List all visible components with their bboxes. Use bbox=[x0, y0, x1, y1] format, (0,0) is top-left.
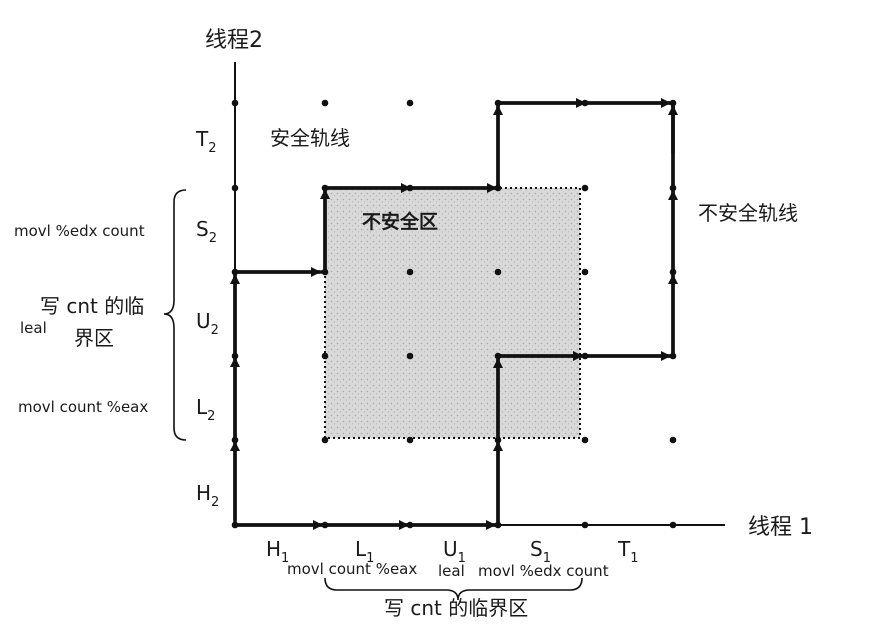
grid-point bbox=[231, 184, 239, 192]
grid-point bbox=[231, 99, 239, 107]
grid-point bbox=[494, 268, 502, 276]
y-axis-title: 线程2 bbox=[205, 28, 263, 53]
unsafe-trajectory bbox=[235, 103, 678, 530]
grid-point bbox=[581, 436, 589, 444]
thread2-label-u: U2 bbox=[196, 309, 219, 338]
thread2-label-t: T2 bbox=[195, 127, 217, 156]
grid-point bbox=[581, 268, 589, 276]
thread2-instruction-movl-store: movl %edx count bbox=[14, 222, 145, 240]
thread2-label-h: H2 bbox=[196, 481, 219, 510]
grid-point bbox=[669, 436, 677, 444]
safe-trajectory bbox=[230, 98, 675, 525]
grid-point bbox=[321, 99, 329, 107]
unsafe-region-label: 不安全区 bbox=[362, 210, 438, 233]
grid-point bbox=[581, 521, 589, 529]
grid-point bbox=[581, 184, 589, 192]
safe-trajectory-label: 安全轨线 bbox=[270, 126, 350, 150]
thread1-critical-caption: 写 cnt 的临界区 bbox=[384, 596, 528, 620]
unsafe-region bbox=[324, 187, 581, 439]
grid-point bbox=[406, 268, 414, 276]
thread1-label-u: U1 bbox=[443, 537, 466, 566]
grid-point bbox=[406, 352, 414, 360]
thread1-instruction-movl-load: movl count %eax bbox=[287, 560, 417, 578]
thread1-instruction-leal: leal bbox=[438, 562, 465, 580]
grid-point bbox=[406, 436, 414, 444]
grid-point bbox=[321, 352, 329, 360]
thread2-label-s: S2 bbox=[196, 217, 217, 246]
thread1-label-l: L1 bbox=[355, 537, 374, 566]
thread1-state-labels: H1 L1 U1 S1 T1 bbox=[266, 537, 639, 566]
thread2-label-l: L2 bbox=[196, 395, 215, 424]
thread1-critical-brace bbox=[324, 577, 583, 601]
x-axis-title: 线程 1 bbox=[748, 515, 813, 540]
thread1-label-t: T1 bbox=[617, 537, 639, 566]
grid-point bbox=[321, 436, 329, 444]
thread1-label-h: H1 bbox=[266, 537, 289, 566]
thread2-critical-brace bbox=[163, 189, 187, 441]
thread1-instruction-movl-store: movl %edx count bbox=[478, 562, 609, 580]
thread2-state-labels: H2 L2 U2 S2 T2 bbox=[195, 127, 219, 510]
grid-point bbox=[669, 521, 677, 529]
thread2-instruction-movl-load: movl count %eax bbox=[18, 398, 148, 416]
thread2-instruction-leal: leal bbox=[20, 319, 47, 337]
thread1-label-s: S1 bbox=[530, 537, 551, 566]
unsafe-trajectory-label: 不安全轨线 bbox=[698, 201, 798, 225]
grid-point bbox=[406, 99, 414, 107]
thread2-critical-caption-line1: 写 cnt 的临 bbox=[40, 294, 144, 318]
thread2-critical-caption-line2: 界区 bbox=[74, 326, 114, 350]
